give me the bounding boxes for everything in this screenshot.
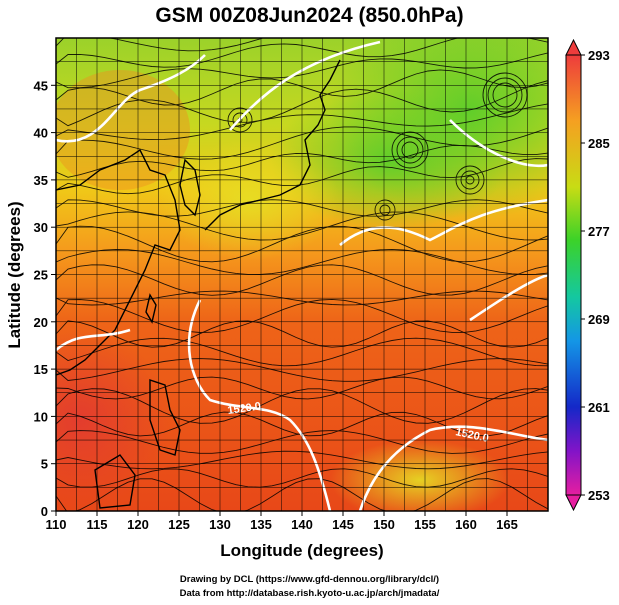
contour-line: [56, 328, 131, 351]
streamline-eddy: [492, 82, 518, 108]
contour-line: [339, 198, 548, 246]
y-tick-label: 25: [34, 268, 48, 283]
x-axis-label: Longitude (degrees): [220, 541, 383, 560]
x-tick-label: 150: [373, 517, 395, 532]
colorbar-tick-label: 253: [588, 488, 610, 503]
x-tick-label: 145: [332, 517, 354, 532]
colorbar-tick-label: 269: [588, 312, 610, 327]
coastlines: [56, 59, 341, 509]
coastline-borneo: [94, 454, 136, 509]
credit-data: Data from http://database.rish.kyoto-u.a…: [179, 588, 440, 599]
x-axis-ticks: 110 115 120 125 130 135 140 145 150 155 160 165: [46, 511, 518, 532]
x-tick-label: 130: [209, 517, 231, 532]
y-tick-label: 0: [41, 504, 48, 519]
contour-line: [358, 425, 548, 511]
x-tick-label: 125: [168, 517, 190, 532]
x-tick-label: 140: [291, 517, 313, 532]
y-tick-label: 35: [34, 173, 48, 188]
contour-line: [56, 54, 206, 143]
contour-line: [229, 40, 381, 131]
streamline-eddy: [482, 72, 528, 118]
x-tick-label: 160: [455, 517, 477, 532]
y-axis-ticks: 0 5 10 15 20 25 30 35 40 45: [34, 78, 56, 519]
colorbar-upper-arrow: [565, 38, 582, 56]
streamline-eddy: [227, 107, 253, 133]
contour-line: [449, 119, 548, 168]
streamline-eddy: [374, 199, 396, 221]
coastline-japan: [204, 59, 341, 231]
colorbar: 293 285 277 269 261 253: [565, 38, 610, 512]
colorbar-ticks: 293 285 277 269 261 253: [581, 48, 610, 503]
x-tick-label: 135: [250, 517, 272, 532]
y-tick-label: 15: [34, 362, 48, 377]
y-axis-label: Latitude (degrees): [5, 201, 24, 348]
contour-line: [187, 299, 332, 511]
colorbar-tick-label: 285: [588, 136, 610, 151]
x-tick-label: 165: [496, 517, 518, 532]
y-tick-label: 5: [41, 457, 48, 472]
lat-lon-grid: [56, 38, 548, 511]
colorbar-scale: [565, 54, 582, 496]
y-tick-label: 45: [34, 78, 48, 93]
coastline-asia: [56, 148, 181, 376]
y-tick-label: 40: [34, 126, 48, 141]
streamline-eddy: [232, 112, 248, 128]
y-tick-label: 10: [34, 409, 48, 424]
contour-label: 1520.0: [227, 400, 262, 417]
x-tick-label: 115: [87, 517, 108, 532]
x-tick-label: 110: [46, 517, 67, 532]
x-tick-label: 120: [127, 517, 149, 532]
colorbar-lower-arrow: [565, 494, 582, 512]
streamline-eddy: [487, 77, 523, 113]
y-tick-label: 20: [34, 315, 48, 330]
streamline-eddy: [379, 204, 391, 216]
colorbar-tick-label: 261: [588, 400, 610, 415]
credit-drawing: Drawing by DCL (https://www.gfd-dennou.o…: [179, 574, 440, 585]
x-tick-label: 155: [414, 517, 436, 532]
chart-title: GSM 00Z08Jun2024 (850.0hPa): [155, 4, 464, 27]
y-tick-label: 30: [34, 220, 48, 235]
streamline-eddy: [401, 141, 419, 159]
colorbar-tick-label: 277: [588, 224, 610, 239]
streamline-eddy: [391, 131, 429, 169]
coastline-korea: [179, 158, 201, 217]
colorbar-tick-label: 293: [588, 48, 610, 63]
coastline-philippines: [149, 379, 181, 456]
height-contours: [56, 40, 548, 511]
contour-line: [469, 273, 548, 322]
streamline-eddy: [396, 136, 424, 164]
